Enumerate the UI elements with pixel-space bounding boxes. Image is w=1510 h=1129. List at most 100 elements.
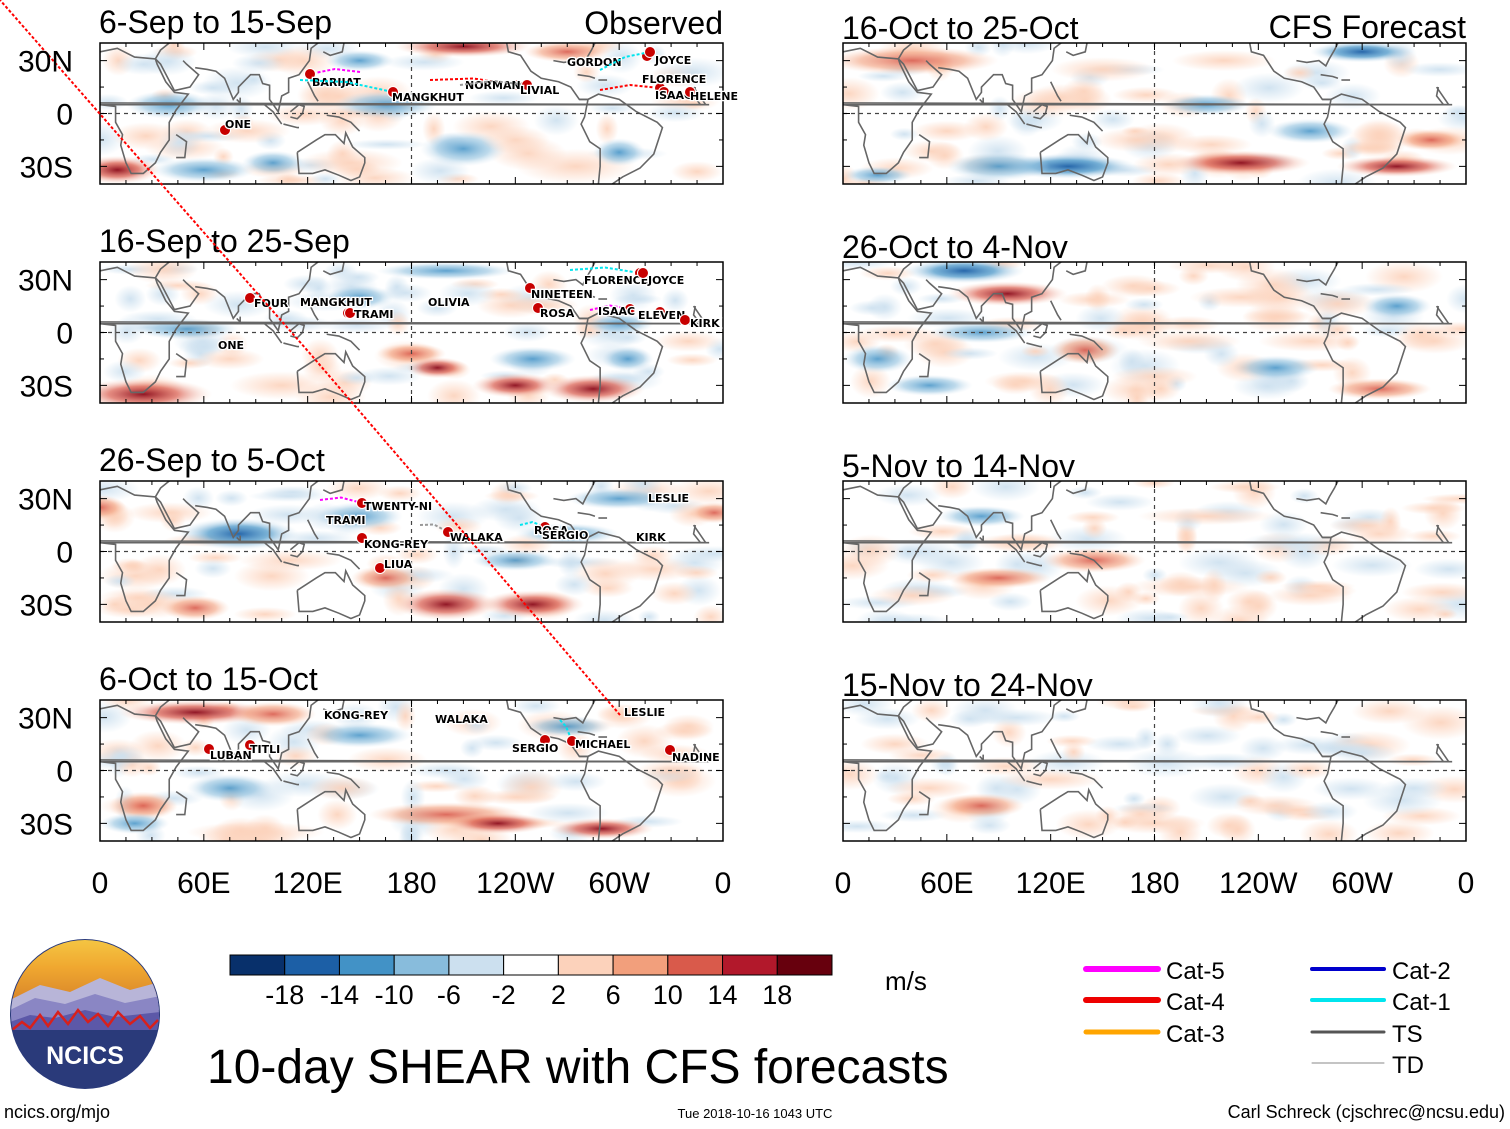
storm-label: NINETEEN: [531, 288, 593, 301]
longitude-label: 120W: [1219, 867, 1298, 900]
colorbar-tick-label: -10: [375, 980, 414, 1010]
storm-symbol: [244, 739, 256, 751]
latitude-label: 30N: [18, 703, 73, 736]
storm-label: LIVIAL: [520, 84, 559, 97]
storm-label: NORMAN: [465, 79, 521, 92]
storm-label: WALAKA: [450, 531, 503, 544]
colorbar-tick-label: 6: [606, 980, 621, 1010]
logo-text: NCICS: [46, 1042, 124, 1070]
latitude-label: 30S: [20, 370, 73, 403]
storm-symbol: [203, 743, 215, 755]
observed-panel-title: 16-Sep to 25-Sep: [99, 223, 350, 259]
longitude-label: 0: [1458, 867, 1475, 900]
storm-symbol: [387, 86, 399, 98]
longitude-label: 0: [835, 867, 852, 900]
storm-label: KIRK: [690, 317, 720, 330]
colorbar-swatch: [722, 954, 778, 976]
storm-label: KONG-REY: [324, 709, 389, 722]
storm-label: JOYCE: [647, 274, 684, 287]
storm-label: ELEVEN: [638, 309, 685, 322]
shear-field: [99, 480, 724, 623]
legend-label: Cat-1: [1392, 989, 1451, 1016]
storm-label: TITLI: [250, 743, 280, 756]
longitude-label: 120E: [1016, 867, 1086, 900]
longitude-label: 180: [386, 867, 436, 900]
storm-symbol: [344, 307, 356, 319]
storm-label: MANGKHUT: [300, 296, 372, 309]
storm-track: [309, 67, 361, 75]
storm-label: ISAAC: [598, 305, 635, 318]
latitude-label: 0: [56, 99, 73, 132]
colorbar-tick-label: 18: [762, 980, 792, 1010]
latitude-label: 30S: [20, 808, 73, 841]
storm-symbol: [374, 562, 386, 574]
footer-timestamp: Tue 2018-10-16 1043 UTC: [678, 1106, 833, 1121]
storm-symbol: [532, 302, 544, 314]
storm-track: [0, 0, 621, 716]
storm-label: TWENTY-NI: [364, 500, 432, 513]
storm-symbol: [356, 532, 368, 544]
storm-symbol: [658, 86, 670, 98]
colorbar-swatch: [229, 954, 286, 976]
legend-label: TS: [1392, 1021, 1423, 1048]
colorbar-tick-label: 2: [551, 980, 566, 1010]
latitude-label: 30S: [20, 589, 73, 622]
colorbar-swatch: [284, 954, 340, 976]
storm-symbol: [566, 735, 578, 747]
panels: [99, 42, 1467, 842]
shear-field: [842, 699, 1467, 842]
latitude-label: 30N: [18, 46, 73, 79]
colorbar-swatch: [503, 954, 559, 976]
storm-label: ROSA: [540, 307, 575, 320]
shear-field: [99, 42, 724, 185]
storm-label: GORDON: [567, 56, 622, 69]
storm-label: JOYCE: [654, 54, 691, 67]
legend-label: Cat-5: [1166, 958, 1225, 985]
storm-symbol: [624, 303, 636, 315]
forecast-panel-title: 16-Oct to 25-Oct: [842, 10, 1079, 46]
colorbar-swatch: [393, 954, 450, 976]
shear-field: [842, 480, 1467, 623]
storm-label: WALAKA: [435, 713, 488, 726]
latitude-label: 30S: [20, 151, 73, 184]
storm-label: KIRK: [636, 531, 666, 544]
storm-label: NADINE: [672, 751, 720, 764]
observed-panel-title: 6-Sep to 15-Sep: [99, 4, 332, 40]
latitude-label: 0: [56, 756, 73, 789]
colorbar-tick-label: -6: [437, 980, 461, 1010]
longitude-label: 0: [715, 867, 732, 900]
storm-symbol: [539, 734, 551, 746]
longitude-label: 180: [1129, 867, 1179, 900]
storm-track: [459, 79, 528, 86]
longitude-label: 60E: [920, 867, 973, 900]
storm-track: [599, 83, 661, 91]
storm-label: ONE: [225, 118, 251, 131]
observed-panel-title: 26-Sep to 5-Oct: [99, 442, 325, 478]
footer-credit: Carl Schreck (cjschrec@ncsu.edu): [1228, 1102, 1505, 1122]
colorbar-units: m/s: [885, 966, 927, 996]
longitude-label: 60W: [588, 867, 650, 900]
longitude-label: 0: [92, 867, 109, 900]
longitude-label: 60W: [1331, 867, 1393, 900]
storm-symbol: [654, 306, 666, 318]
storm-symbol: [524, 282, 536, 294]
colorbar-tick-label: 14: [708, 980, 738, 1010]
latitude-label: 0: [56, 537, 73, 570]
storm-symbol: [219, 124, 231, 136]
storm-label: SERGIO: [512, 742, 558, 755]
shear-field: [842, 42, 1467, 185]
longitude-label: 120W: [476, 867, 555, 900]
latitude-label: 0: [56, 318, 73, 351]
legend-label: TD: [1392, 1052, 1424, 1079]
storm-symbol: [442, 526, 454, 538]
storm-label: FLORENCE: [584, 274, 648, 287]
forecast-header: CFS Forecast: [1269, 9, 1466, 45]
storm-label: OLIVIA: [428, 296, 470, 309]
storm-category-legend: Cat-5 Cat-2 Cat-4 Cat-1 Cat-3 TS TD: [1083, 958, 1451, 1079]
legend-label: Cat-2: [1392, 958, 1451, 985]
